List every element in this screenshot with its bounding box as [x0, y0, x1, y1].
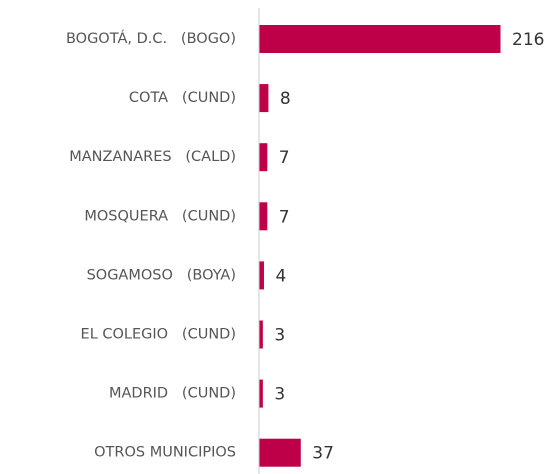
value-label: 8	[280, 89, 291, 109]
bar	[259, 84, 269, 113]
category-label: COTA (CUND)	[129, 90, 236, 106]
category-label: OTROS MUNICIPIOS	[94, 445, 236, 461]
bar	[259, 438, 301, 467]
value-label: 7	[279, 207, 290, 227]
value-label: 3	[274, 385, 285, 405]
bar	[259, 379, 263, 408]
category-label: MOSQUERA (CUND)	[84, 208, 236, 224]
category-label: SOGAMOSO (BOYA)	[87, 267, 236, 283]
bar	[259, 202, 268, 231]
value-label: 216	[512, 30, 544, 50]
value-label: 4	[275, 266, 286, 286]
bar	[259, 261, 264, 290]
category-label: MADRID (CUND)	[109, 386, 236, 402]
bar	[259, 320, 263, 349]
bar	[259, 25, 501, 53]
category-label: MANZANARES (CALD)	[69, 149, 236, 165]
category-label: EL COLEGIO (CUND)	[81, 327, 236, 343]
value-label: 7	[279, 148, 290, 168]
category-label: BOGOTÁ, D.C. (BOGO)	[66, 30, 236, 47]
bar	[259, 143, 268, 172]
value-label: 37	[312, 444, 334, 464]
value-label: 3	[274, 326, 285, 346]
